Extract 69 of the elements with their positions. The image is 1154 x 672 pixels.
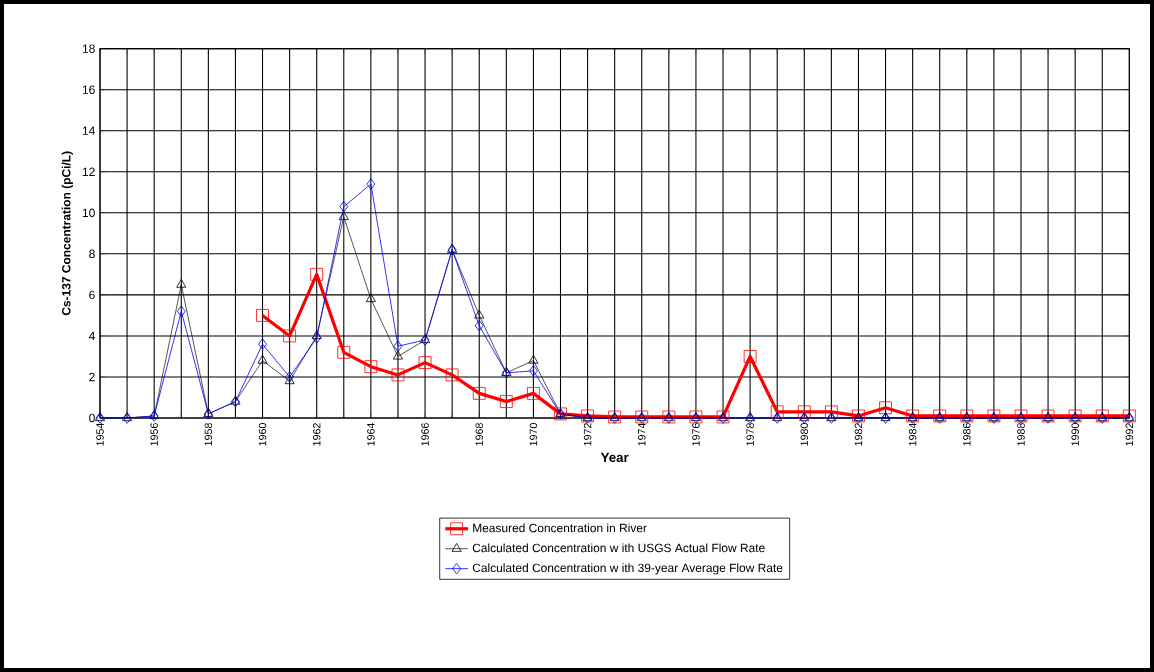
x-tick-label: 1958 xyxy=(204,423,213,446)
point xyxy=(176,278,187,288)
y-tick-label: 2 xyxy=(89,372,95,382)
y-tick-label: 4 xyxy=(88,331,95,341)
y-tick-label: 10 xyxy=(82,208,95,218)
x-tick-label: 1956 xyxy=(150,423,158,446)
legend-label: Measured Concentration in River xyxy=(473,523,647,533)
point xyxy=(337,345,351,359)
point xyxy=(392,350,403,360)
x-tick-label: 1968 xyxy=(475,423,483,446)
point xyxy=(339,200,349,213)
point xyxy=(528,354,539,364)
x-tick-label: 1978 xyxy=(746,423,754,446)
point xyxy=(499,395,513,408)
point xyxy=(797,405,811,419)
point xyxy=(338,211,349,220)
point xyxy=(257,354,268,364)
point xyxy=(365,293,376,303)
point xyxy=(391,368,405,382)
point xyxy=(284,375,295,385)
x-tick-label: 1986 xyxy=(963,423,971,446)
y-tick-label: 12 xyxy=(82,167,95,176)
point xyxy=(472,386,486,400)
y-tick-label: 14 xyxy=(82,126,95,135)
y-tick-label: 6 xyxy=(89,290,95,300)
point xyxy=(285,371,294,383)
x-tick-label: 1966 xyxy=(421,423,429,446)
point xyxy=(825,405,838,419)
point xyxy=(418,356,432,369)
point xyxy=(445,368,459,382)
x-tick-label: 1974 xyxy=(638,423,646,446)
point xyxy=(770,405,784,419)
point xyxy=(393,340,403,352)
point xyxy=(256,309,269,322)
point xyxy=(527,386,540,400)
x-tick-label: 1960 xyxy=(258,423,267,446)
x-tick-label: 1972 xyxy=(583,423,592,446)
y-tick-label: 8 xyxy=(89,249,95,259)
point xyxy=(258,338,267,350)
point xyxy=(366,178,376,190)
x-tick-label: 1976 xyxy=(692,423,700,446)
x-tick-label: 1988 xyxy=(1017,423,1025,446)
x-tick-label: 1964 xyxy=(367,423,375,446)
x-tick-label: 1984 xyxy=(908,423,917,446)
point xyxy=(474,309,485,319)
point xyxy=(283,329,296,343)
point xyxy=(310,267,324,281)
y-tick-label: 18 xyxy=(82,44,95,53)
point xyxy=(529,365,538,377)
x-axis-title: Year xyxy=(600,452,629,463)
x-tick-label: 1982 xyxy=(854,423,863,446)
legend-label: Calculated Concentration w ith 39-year Average Flow Rate xyxy=(472,563,783,575)
point xyxy=(474,319,484,332)
x-tick-label: 1990 xyxy=(1071,423,1079,446)
y-tick-label: 16 xyxy=(82,85,95,94)
point xyxy=(176,305,186,318)
point xyxy=(311,330,322,339)
y-tick-label: 0 xyxy=(89,413,95,423)
x-tick-label: 1962 xyxy=(312,423,321,446)
y-axis-title: Cs-137 Concentration (pCi/L) xyxy=(61,151,73,316)
legend-label: Calculated Concentration w ith USGS Actual Flow Rate xyxy=(472,543,765,553)
x-tick-label: 1992 xyxy=(1125,423,1134,446)
x-tick-label: 1970 xyxy=(529,423,538,446)
point xyxy=(312,332,322,344)
x-tick-label: 1980 xyxy=(800,423,809,446)
point xyxy=(743,350,757,363)
point xyxy=(879,401,892,415)
point xyxy=(364,360,378,374)
x-tick-label: 1954 xyxy=(96,423,104,446)
